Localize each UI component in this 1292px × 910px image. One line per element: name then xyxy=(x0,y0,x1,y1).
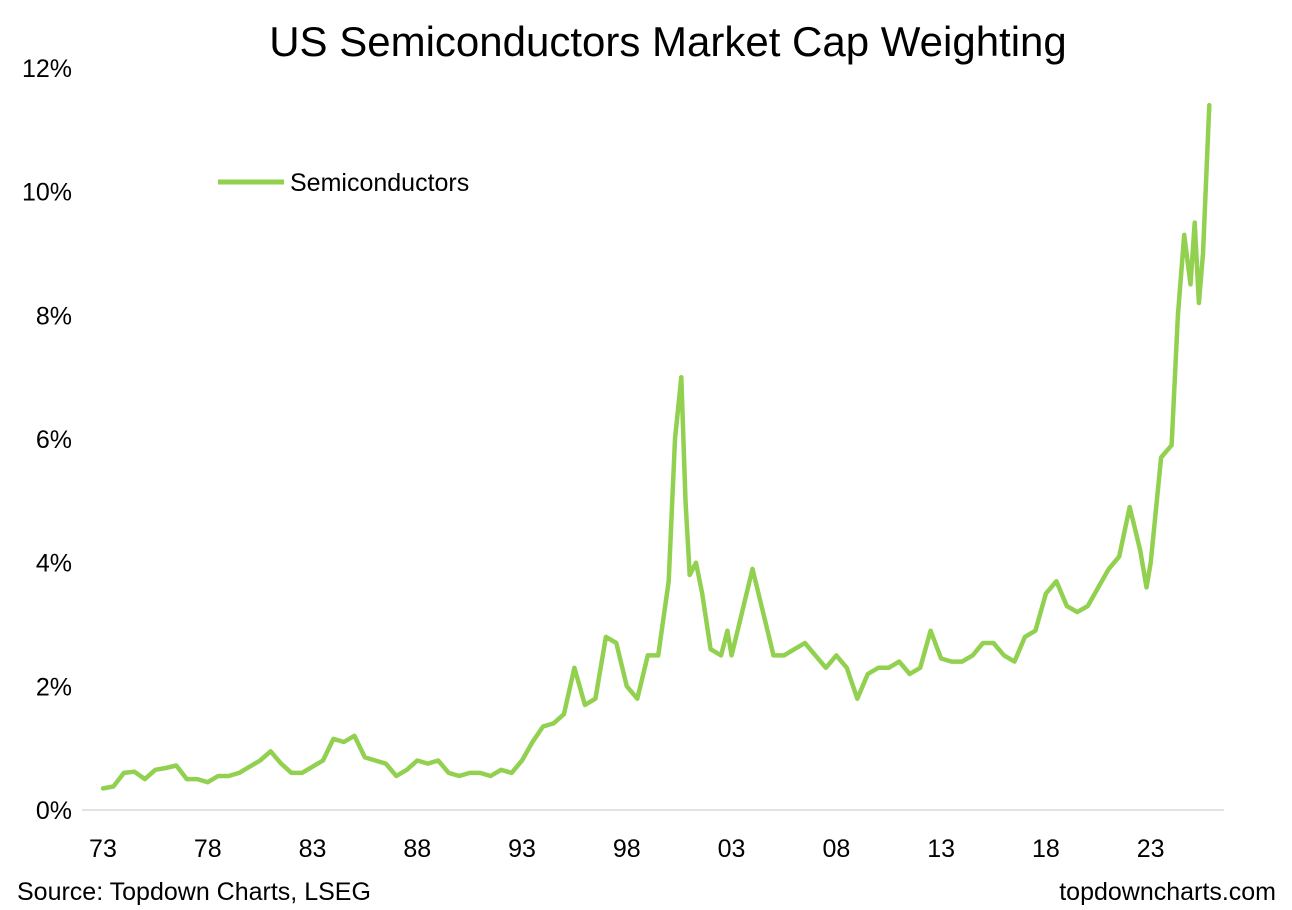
x-tick-label: 93 xyxy=(508,835,536,863)
y-tick-label: 12% xyxy=(22,55,72,83)
x-tick-label: 08 xyxy=(822,835,850,863)
chart-title: US Semiconductors Market Cap Weighting xyxy=(269,18,1067,65)
series-line-0 xyxy=(100,102,1212,791)
x-tick-label: 83 xyxy=(299,835,327,863)
x-tick-label: 73 xyxy=(89,835,117,863)
x-tick-label: 98 xyxy=(613,835,641,863)
x-tick-label: 23 xyxy=(1137,835,1165,863)
y-tick-label: 8% xyxy=(36,302,72,330)
x-tick-label: 18 xyxy=(1032,835,1060,863)
source-note: Source: Topdown Charts, LSEG xyxy=(17,878,371,906)
legend: Semiconductors xyxy=(218,169,469,197)
y-tick-label: 4% xyxy=(36,550,72,578)
y-tick-label: 0% xyxy=(36,797,72,825)
x-tick-label: 13 xyxy=(927,835,955,863)
x-axis: 73 78 83 88 93 98 03 08 13 18 23 xyxy=(82,809,1224,863)
x-tick-label: 03 xyxy=(718,835,746,863)
y-axis: 0% 2% 4% 6% 8% 10% 12% xyxy=(22,55,72,825)
plot-area xyxy=(100,102,1212,791)
y-tick-label: 2% xyxy=(36,673,72,701)
y-tick-label: 10% xyxy=(22,179,72,207)
brand-url: topdowncharts.com xyxy=(1059,878,1276,906)
legend-label: Semiconductors xyxy=(290,169,469,197)
x-tick-label: 88 xyxy=(403,835,431,863)
x-tick-label: 78 xyxy=(194,835,222,863)
y-tick-label: 6% xyxy=(36,426,72,454)
